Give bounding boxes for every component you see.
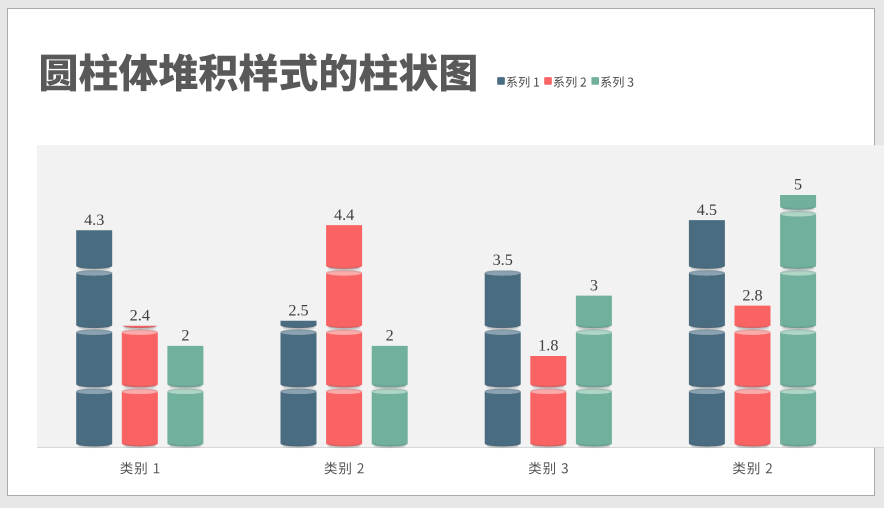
svg-text:5: 5 (794, 176, 802, 194)
svg-text:4.3: 4.3 (84, 211, 104, 229)
svg-text:4.4: 4.4 (334, 206, 354, 224)
svg-text:2.5: 2.5 (288, 301, 308, 319)
svg-text:2.8: 2.8 (742, 286, 762, 304)
svg-text:2: 2 (386, 327, 394, 345)
svg-text:4.5: 4.5 (697, 201, 717, 219)
svg-text:3: 3 (590, 276, 598, 294)
svg-text:2: 2 (181, 327, 189, 345)
svg-text:1.8: 1.8 (538, 337, 558, 355)
svg-text:3.5: 3.5 (493, 251, 513, 269)
svg-text:2.4: 2.4 (130, 307, 150, 325)
